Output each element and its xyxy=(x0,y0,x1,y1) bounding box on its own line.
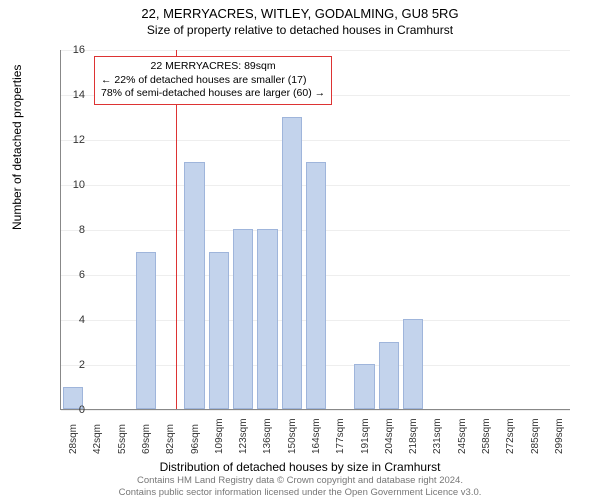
x-tick-label: 177sqm xyxy=(335,418,346,454)
x-tick-label: 96sqm xyxy=(190,424,201,454)
x-tick-label: 231sqm xyxy=(432,418,443,454)
y-tick-label: 8 xyxy=(79,224,85,236)
x-tick-label: 258sqm xyxy=(481,418,492,454)
x-axis-title: Distribution of detached houses by size … xyxy=(0,460,600,474)
x-tick-label: 191sqm xyxy=(360,418,371,454)
y-tick-label: 6 xyxy=(79,269,85,281)
x-tick-label: 218sqm xyxy=(408,418,419,454)
y-tick-label: 4 xyxy=(79,314,85,326)
credits: Contains HM Land Registry data © Crown c… xyxy=(0,475,600,498)
marker-annotation: 22 MERRYACRES: 89sqm← 22% of detached ho… xyxy=(94,56,332,105)
y-axis-title: Number of detached properties xyxy=(10,65,24,230)
x-tick-label: 299sqm xyxy=(554,418,565,454)
histogram-bar xyxy=(282,117,302,410)
x-tick-label: 272sqm xyxy=(505,418,516,454)
x-tick-label: 136sqm xyxy=(262,418,273,454)
x-tick-label: 285sqm xyxy=(530,418,541,454)
x-tick-label: 150sqm xyxy=(287,418,298,454)
histogram-bar xyxy=(306,162,326,410)
y-tick-label: 12 xyxy=(73,134,85,146)
annotation-line: 78% of semi-detached houses are larger (… xyxy=(101,87,325,101)
y-gridline xyxy=(61,50,570,51)
x-tick-label: 109sqm xyxy=(214,418,225,454)
histogram-bar xyxy=(184,162,204,410)
histogram-bar xyxy=(233,229,253,409)
annotation-line: 22 MERRYACRES: 89sqm xyxy=(101,60,325,74)
y-tick-label: 14 xyxy=(73,89,85,101)
histogram-bar xyxy=(209,252,229,410)
y-tick-label: 16 xyxy=(73,44,85,56)
x-tick-label: 69sqm xyxy=(141,424,152,454)
page-title: 22, MERRYACRES, WITLEY, GODALMING, GU8 5… xyxy=(0,0,600,21)
x-tick-label: 82sqm xyxy=(165,424,176,454)
page-subtitle: Size of property relative to detached ho… xyxy=(0,21,600,37)
histogram-bar xyxy=(257,229,277,409)
x-tick-label: 42sqm xyxy=(92,424,103,454)
y-tick-label: 2 xyxy=(79,359,85,371)
annotation-line: ← 22% of detached houses are smaller (17… xyxy=(101,74,325,88)
x-tick-label: 55sqm xyxy=(117,424,128,454)
x-tick-label: 204sqm xyxy=(384,418,395,454)
x-tick-label: 164sqm xyxy=(311,418,322,454)
credit-line-2: Contains public sector information licen… xyxy=(0,487,600,498)
credit-line-1: Contains HM Land Registry data © Crown c… xyxy=(0,475,600,486)
y-tick-label: 10 xyxy=(73,179,85,191)
x-tick-label: 28sqm xyxy=(68,424,79,454)
histogram-bar xyxy=(379,342,399,410)
histogram-bar xyxy=(354,364,374,409)
y-gridline xyxy=(61,140,570,141)
histogram-bar xyxy=(403,319,423,409)
x-tick-label: 123sqm xyxy=(238,418,249,454)
y-tick-label: 0 xyxy=(79,404,85,416)
histogram-bar xyxy=(136,252,156,410)
x-tick-label: 245sqm xyxy=(457,418,468,454)
y-gridline xyxy=(61,410,570,411)
